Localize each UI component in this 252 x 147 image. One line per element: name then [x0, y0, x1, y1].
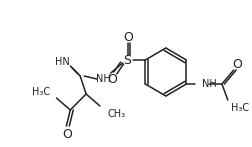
Text: O: O [62, 127, 72, 141]
Text: HN: HN [55, 57, 70, 67]
Text: NH: NH [201, 79, 216, 89]
Text: S: S [123, 54, 131, 66]
Text: H₃C: H₃C [230, 103, 248, 113]
Text: NH: NH [96, 74, 111, 84]
Text: H₃C: H₃C [32, 87, 50, 97]
Text: O: O [123, 30, 133, 44]
Text: CH₃: CH₃ [107, 109, 125, 119]
Text: O: O [106, 72, 116, 86]
Text: O: O [231, 57, 241, 71]
